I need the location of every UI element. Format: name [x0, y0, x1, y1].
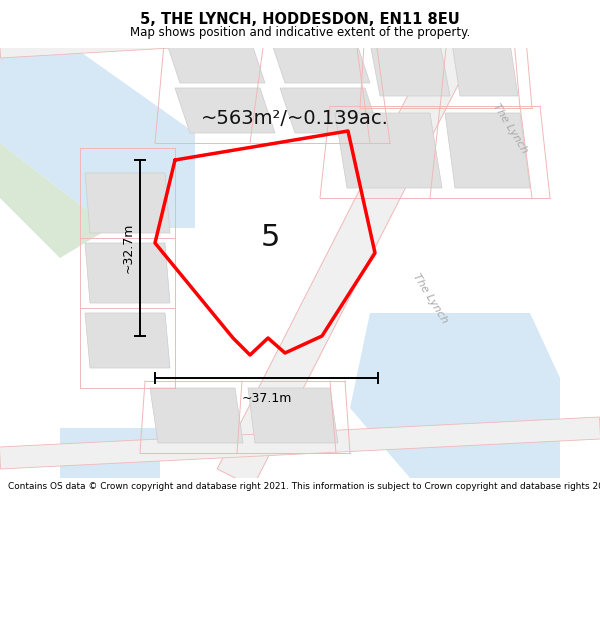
- Polygon shape: [0, 143, 110, 258]
- Text: Contains OS data © Crown copyright and database right 2021. This information is : Contains OS data © Crown copyright and d…: [8, 482, 600, 491]
- Text: 5, THE LYNCH, HODDESDON, EN11 8EU: 5, THE LYNCH, HODDESDON, EN11 8EU: [140, 12, 460, 27]
- Polygon shape: [280, 88, 380, 133]
- Text: The Lynch: The Lynch: [411, 271, 449, 325]
- Polygon shape: [85, 173, 170, 233]
- Polygon shape: [370, 43, 450, 96]
- Text: ~37.1m: ~37.1m: [241, 392, 292, 405]
- Text: ~32.7m: ~32.7m: [121, 222, 134, 273]
- Polygon shape: [0, 417, 600, 469]
- Polygon shape: [217, 0, 498, 487]
- Polygon shape: [248, 388, 338, 443]
- Polygon shape: [445, 113, 530, 188]
- Polygon shape: [452, 43, 518, 96]
- Polygon shape: [150, 388, 243, 443]
- Polygon shape: [165, 38, 265, 83]
- Polygon shape: [270, 38, 370, 83]
- Polygon shape: [85, 313, 170, 368]
- Polygon shape: [0, 28, 195, 228]
- Polygon shape: [85, 243, 170, 303]
- Polygon shape: [0, 3, 600, 58]
- Text: Map shows position and indicative extent of the property.: Map shows position and indicative extent…: [130, 26, 470, 39]
- Polygon shape: [335, 113, 442, 188]
- Text: ~563m²/~0.139ac.: ~563m²/~0.139ac.: [201, 109, 389, 127]
- Polygon shape: [350, 313, 560, 478]
- Text: The Lynch: The Lynch: [491, 101, 529, 155]
- Text: 5: 5: [260, 224, 280, 253]
- Polygon shape: [60, 428, 160, 478]
- Polygon shape: [0, 3, 75, 28]
- Polygon shape: [175, 88, 275, 133]
